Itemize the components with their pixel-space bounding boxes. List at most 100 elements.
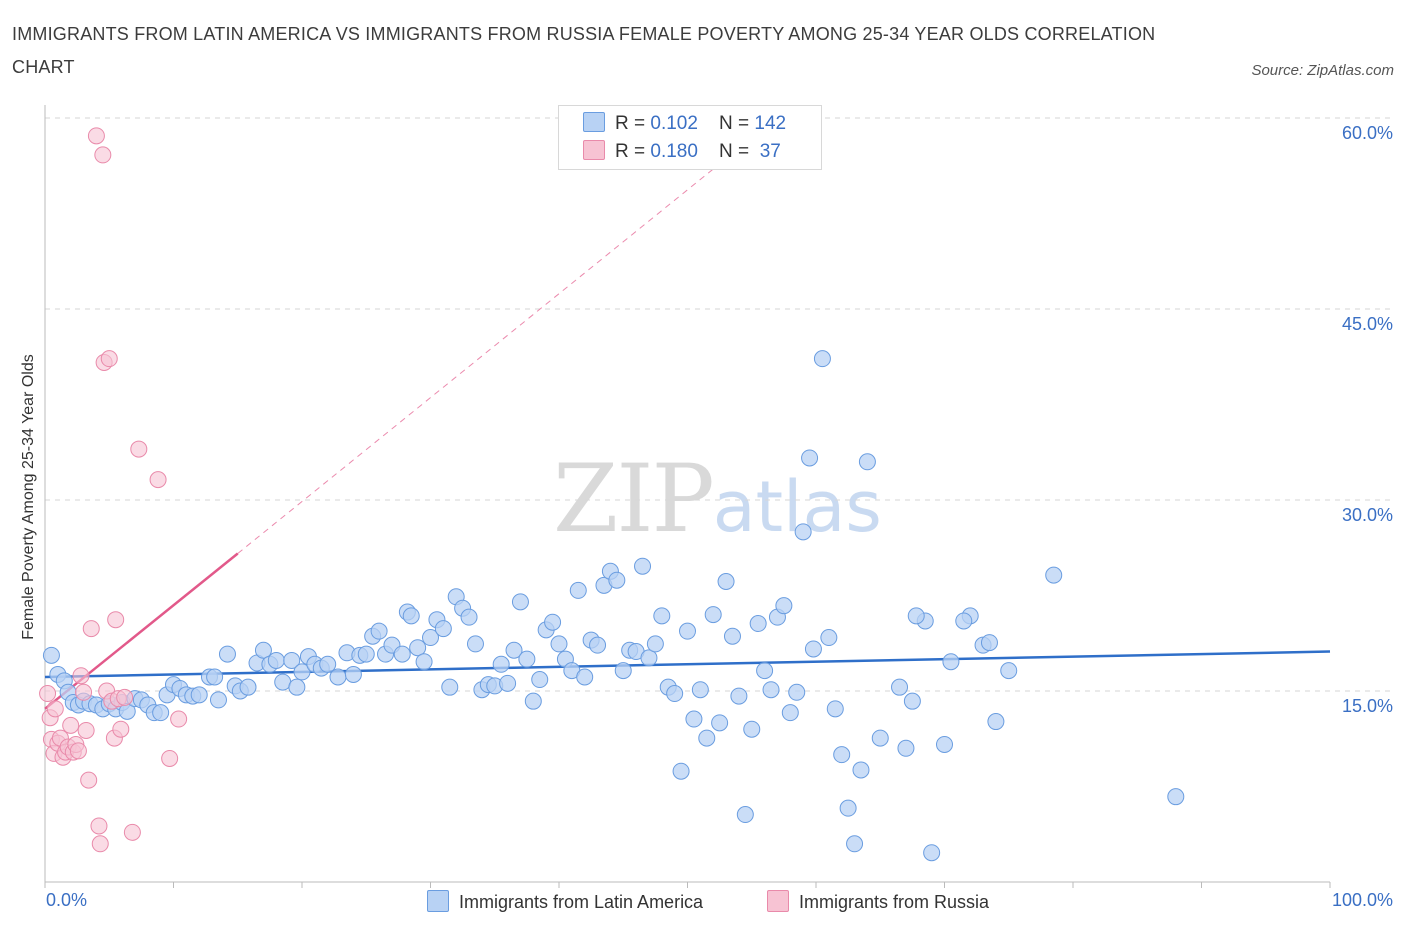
point-latin bbox=[267, 651, 285, 669]
point-latin bbox=[608, 571, 626, 589]
n-label: N = bbox=[719, 141, 755, 162]
chart-title: IMMIGRANTS FROM LATIN AMERICA VS IMMIGRA… bbox=[12, 24, 1156, 77]
point-latin bbox=[319, 655, 337, 673]
point-latin bbox=[691, 681, 709, 699]
point-latin bbox=[826, 700, 844, 718]
point-russia bbox=[161, 749, 179, 767]
latin-swatch bbox=[583, 112, 605, 132]
point-latin bbox=[499, 674, 517, 692]
point-latin bbox=[393, 645, 411, 663]
point-latin bbox=[415, 653, 433, 671]
point-latin bbox=[1167, 788, 1185, 806]
point-russia bbox=[149, 471, 167, 489]
x-tick-label-min: 0.0% bbox=[46, 890, 88, 910]
point-latin bbox=[907, 607, 925, 625]
point-latin bbox=[698, 729, 716, 747]
point-latin bbox=[749, 615, 767, 633]
point-latin bbox=[274, 673, 292, 691]
point-latin bbox=[801, 449, 819, 467]
russia-swatch bbox=[583, 140, 605, 160]
legend-swatch-russia bbox=[767, 890, 789, 912]
point-latin bbox=[813, 350, 831, 368]
trend-line-russia-extension bbox=[237, 163, 720, 554]
point-russia bbox=[94, 146, 112, 164]
point-latin bbox=[858, 453, 876, 471]
point-latin bbox=[589, 636, 607, 654]
point-latin bbox=[441, 678, 459, 696]
point-latin bbox=[679, 622, 696, 640]
point-russia bbox=[69, 742, 87, 760]
r-value-russia: 0.180 bbox=[650, 141, 698, 162]
point-russia bbox=[107, 611, 125, 629]
point-latin bbox=[794, 523, 812, 541]
legend-item-russia[interactable]: Immigrants from Russia bbox=[767, 890, 989, 914]
legend-item-latin[interactable]: Immigrants from Latin America bbox=[427, 890, 703, 914]
axes bbox=[44, 105, 1331, 888]
legend-label-latin: Immigrants from Latin America bbox=[459, 892, 704, 912]
point-latin bbox=[723, 627, 741, 645]
point-latin bbox=[762, 681, 780, 699]
y-tick-label: 30.0% bbox=[1341, 505, 1393, 525]
r-label: R = bbox=[615, 141, 651, 162]
y-tick-label: 60.0% bbox=[1341, 123, 1393, 143]
point-russia bbox=[77, 721, 95, 739]
point-latin bbox=[903, 692, 921, 710]
point-latin bbox=[1045, 566, 1063, 584]
point-latin bbox=[955, 612, 973, 630]
point-latin bbox=[775, 597, 793, 615]
point-russia bbox=[62, 716, 80, 734]
point-latin bbox=[288, 678, 306, 696]
point-latin bbox=[833, 746, 851, 764]
point-russia bbox=[100, 350, 118, 368]
point-latin bbox=[409, 639, 427, 657]
point-latin bbox=[717, 572, 735, 590]
point-latin bbox=[569, 581, 587, 599]
stat-row-latin: R = 0.102 N = 142 bbox=[583, 110, 786, 138]
n-label: N = bbox=[719, 113, 755, 134]
gridlines bbox=[45, 117, 1392, 692]
point-latin bbox=[672, 762, 690, 780]
point-latin bbox=[704, 606, 722, 624]
point-russia bbox=[123, 823, 141, 841]
point-latin bbox=[492, 655, 510, 673]
point-latin bbox=[730, 687, 748, 705]
point-russia bbox=[170, 710, 188, 728]
point-russia bbox=[46, 700, 64, 718]
point-latin bbox=[329, 668, 347, 686]
point-latin bbox=[518, 650, 536, 668]
point-latin bbox=[511, 593, 529, 611]
point-latin bbox=[344, 665, 362, 683]
r-value-latin: 0.102 bbox=[650, 113, 698, 134]
point-latin bbox=[804, 640, 822, 658]
trend-line-russia bbox=[44, 552, 239, 710]
point-latin bbox=[820, 629, 838, 647]
n-value-latin: 142 bbox=[754, 113, 787, 134]
point-russia bbox=[116, 688, 134, 706]
point-latin bbox=[685, 710, 703, 728]
chart-source: Source: ZipAtlas.com bbox=[1251, 62, 1394, 79]
point-latin bbox=[653, 607, 671, 625]
point-latin bbox=[531, 671, 549, 689]
point-latin bbox=[550, 635, 568, 653]
point-latin bbox=[218, 645, 236, 663]
point-latin bbox=[402, 607, 420, 625]
point-latin bbox=[1000, 662, 1018, 680]
point-latin bbox=[634, 557, 652, 575]
point-russia bbox=[112, 720, 130, 738]
point-latin bbox=[293, 663, 311, 681]
data-points bbox=[39, 127, 1185, 862]
point-latin bbox=[460, 608, 478, 626]
point-latin bbox=[871, 729, 889, 747]
point-russia bbox=[87, 127, 105, 145]
point-russia bbox=[75, 683, 93, 701]
point-latin bbox=[466, 635, 484, 653]
trend-line-latin bbox=[44, 650, 1331, 679]
point-latin bbox=[646, 635, 664, 653]
point-latin bbox=[936, 735, 953, 753]
point-latin bbox=[666, 685, 684, 703]
point-latin bbox=[781, 704, 799, 722]
point-latin bbox=[640, 649, 658, 667]
point-latin bbox=[743, 720, 761, 738]
point-latin bbox=[505, 641, 523, 659]
